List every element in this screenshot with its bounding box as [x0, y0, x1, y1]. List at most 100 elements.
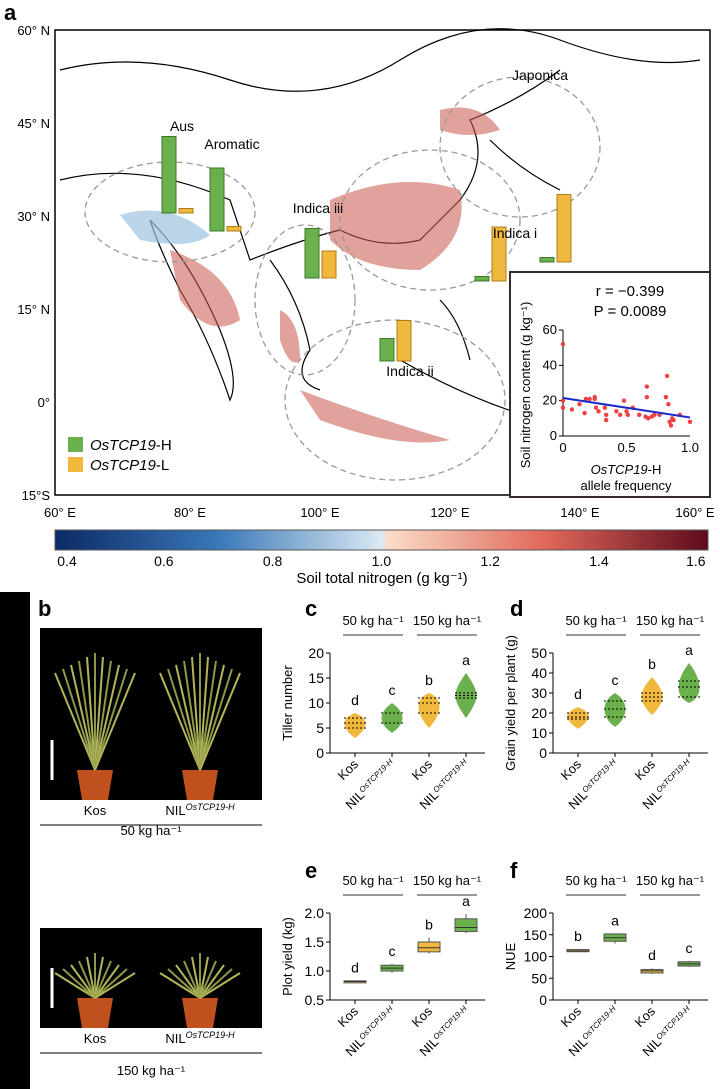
plant-leaf: [175, 964, 201, 999]
scatter-point: [560, 405, 566, 410]
scatter-point: [560, 341, 566, 347]
plant-leaf: [94, 664, 120, 771]
y-tick-label: 10: [308, 695, 324, 711]
panel-label-e: e: [305, 858, 317, 883]
plant-leaf: [175, 664, 201, 771]
group-header: 150 kg ha⁻¹: [636, 873, 705, 888]
bar-l: [321, 250, 337, 279]
scatter-point: [582, 410, 587, 416]
plant-leaf: [94, 668, 128, 771]
plant-leaf: [191, 656, 201, 771]
group-label: Aromatic: [204, 136, 259, 152]
y-tick-label: 100: [524, 949, 548, 965]
inset-y-label: Soil nitrogen content (g kg⁻¹): [518, 302, 533, 469]
scatter-point: [569, 407, 575, 412]
panel-label-b: b: [38, 596, 51, 621]
bar-l: [226, 226, 242, 232]
group-label: Indica iii: [293, 200, 344, 216]
violin: [418, 693, 440, 728]
violin: [641, 677, 663, 715]
allele-bar-group: Japonica: [512, 67, 572, 263]
x-tick-label: Kos: [409, 1003, 436, 1030]
plant-leaf: [94, 956, 104, 999]
bar-h: [539, 257, 555, 263]
bar-l: [556, 194, 572, 263]
treatment-label: 50 kg ha⁻¹: [120, 823, 182, 838]
regression-line: [562, 397, 691, 419]
plant-leaf: [199, 964, 225, 999]
pot: [77, 998, 113, 1028]
group-header: 50 kg ha⁻¹: [342, 613, 404, 628]
plant-leaf: [94, 656, 104, 771]
y-tick-label: 15: [308, 670, 324, 686]
y-tick-label: 40: [531, 665, 547, 681]
group-header: 150 kg ha⁻¹: [413, 873, 482, 888]
plant-photo: [40, 628, 262, 800]
plant-leaf: [78, 660, 96, 771]
lat-tick-label: 60° N: [17, 23, 50, 38]
scatter-point: [644, 384, 650, 389]
inset-y-tick: 40: [543, 357, 557, 372]
y-tick-label: 5: [316, 720, 324, 736]
nil-label: NILOsTCP19-H: [165, 1030, 235, 1046]
significance-letter: b: [425, 672, 433, 688]
chart-e: 0.5 1.0 1.5 2.0 Plot yield (kg) 50 kg ha⁻¹ 150…: [280, 873, 485, 1059]
significance-letter: a: [611, 912, 619, 928]
panel-label-a: a: [4, 0, 17, 25]
y-tick-label: 0: [539, 992, 547, 1008]
scatter-point: [666, 402, 671, 407]
plant-leaf: [199, 664, 225, 771]
scatter-point: [645, 416, 651, 421]
allele-bar-group: Aromatic: [204, 136, 260, 232]
y-tick-label: 150: [524, 927, 548, 943]
plant-leaf: [199, 672, 241, 771]
y-tick-label: 2.0: [305, 905, 325, 921]
longitude-axis: 60° E 80° E 100° E 120° E 140° E 160° E: [44, 505, 715, 520]
inset-x-label-2: allele frequency: [580, 478, 672, 493]
plant-photo: [40, 928, 262, 1028]
pot: [77, 770, 113, 800]
y-tick-label: 0: [539, 745, 547, 761]
significance-letter: b: [648, 656, 656, 672]
plant-leaf: [191, 956, 201, 999]
significance-letter: d: [648, 947, 656, 963]
scatter-point: [624, 409, 629, 414]
significance-letter: b: [425, 916, 433, 932]
colorbar-tick-label: 1.4: [589, 553, 609, 569]
panel-label-f: f: [510, 858, 518, 883]
colorbar-tick-label: 1.6: [686, 553, 706, 569]
plant-leaf: [54, 972, 96, 999]
bar-h: [209, 167, 225, 232]
scatter-point: [625, 412, 630, 417]
inset-y-tick: 20: [543, 393, 557, 408]
colorbar-label: Soil total nitrogen (g kg⁻¹): [296, 570, 467, 587]
group-header: 50 kg ha⁻¹: [565, 873, 627, 888]
y-tick-label: 50: [531, 645, 547, 661]
group-label: Indica ii: [386, 363, 433, 379]
group-header: 50 kg ha⁻¹: [565, 613, 627, 628]
bar-h: [379, 338, 395, 362]
plant-leaf: [199, 972, 241, 999]
plant-leaf: [62, 968, 96, 999]
plant-leaf: [199, 968, 233, 999]
colorbar-tick-label: 0.4: [57, 553, 77, 569]
chart-d: 0 10 20 30 40 50 Grain yield per plant (g) 50 k…: [503, 613, 708, 812]
scatter-point: [603, 412, 609, 417]
scatter-point: [663, 394, 669, 400]
scatter-point: [592, 396, 597, 402]
colorbar-tick-label: 1.0: [372, 553, 392, 569]
scatter-point: [587, 396, 592, 402]
plant-leaf: [94, 964, 120, 999]
group-label: Indica i: [493, 225, 537, 241]
group-label: Japonica: [512, 67, 568, 83]
y-tick-label: 200: [524, 905, 548, 921]
allele-bar-group: Indica ii: [379, 320, 434, 379]
allele-bars: Aus Aromatic Indica iii Japonica Indica i Ind…: [161, 67, 572, 379]
legend-swatch-h: [68, 437, 83, 452]
allele-bar-group: Indica iii: [293, 200, 344, 279]
legend-swatch-l: [68, 457, 83, 472]
inset-p-value: P = 0.0089: [594, 303, 667, 320]
plant-leaf: [94, 660, 112, 771]
inset-y-tick: 60: [543, 322, 557, 337]
plant-leaf: [183, 660, 201, 771]
